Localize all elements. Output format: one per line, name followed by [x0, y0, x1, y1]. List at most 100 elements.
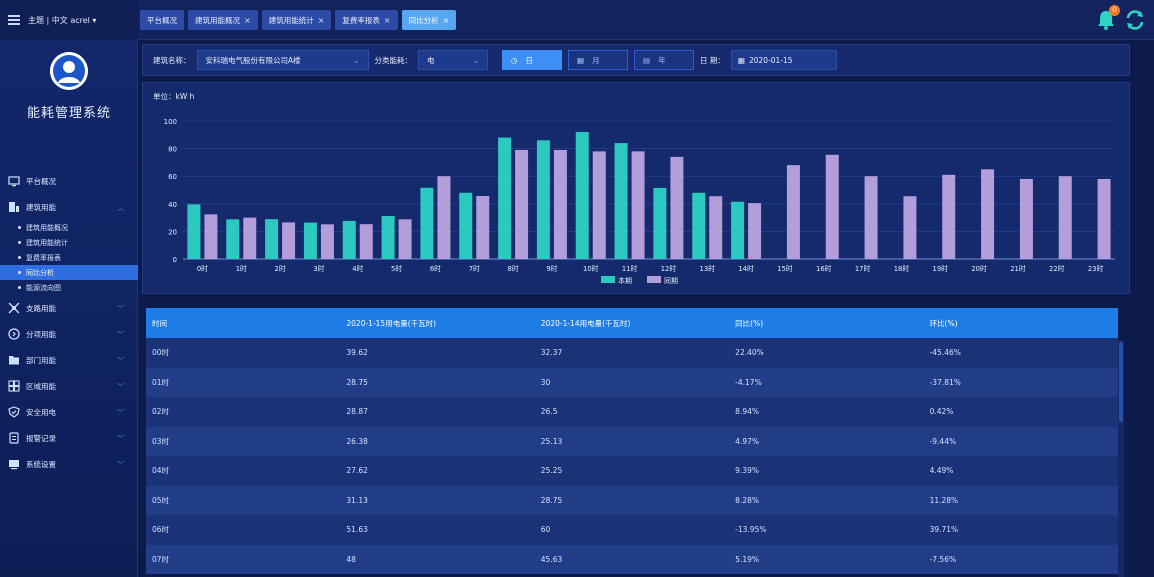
- refresh-icon[interactable]: [1124, 9, 1146, 31]
- region-icon: [8, 380, 20, 392]
- x-tick-label: 13时: [700, 264, 716, 273]
- bar-previous: [1019, 178, 1033, 259]
- tab-0[interactable]: 平台概况: [140, 10, 184, 30]
- table-cell: 26.5: [540, 407, 558, 417]
- table-cell: 11.28%: [929, 495, 959, 505]
- table-cell: 8.28%: [735, 495, 759, 505]
- chevron-down-icon: ﹀: [117, 331, 124, 339]
- tab-4[interactable]: 同比分析 ×: [401, 10, 457, 30]
- column-header: 时间: [152, 318, 167, 328]
- table-cell: -9.44%: [929, 436, 957, 446]
- date-value: 2020-01-15: [748, 55, 793, 65]
- category-select[interactable]: 电 ⌄: [418, 50, 488, 70]
- category-select-value: 电: [427, 55, 435, 65]
- monitor-icon: [8, 175, 20, 187]
- table-cell: -45.46%: [929, 348, 961, 358]
- close-icon[interactable]: ×: [244, 15, 251, 25]
- date-label: 日 期：: [700, 55, 725, 65]
- sidebar-subitem-3[interactable]: 同比分析: [0, 265, 138, 280]
- sidebar-subitem-4[interactable]: 能源流向图: [0, 280, 138, 295]
- period-month-button[interactable]: ▦ 月: [568, 50, 628, 70]
- notification-bell-icon[interactable]: 0: [1094, 5, 1120, 32]
- table-cell: 39.71%: [929, 525, 959, 535]
- tab-label: 复费率报表: [342, 15, 380, 25]
- x-tick-label: 9时: [546, 264, 557, 273]
- folder-icon: [8, 354, 20, 366]
- sidebar-item-2[interactable]: 支路用能 ﹀: [0, 295, 138, 321]
- tab-label: 建筑用能概况: [195, 15, 240, 25]
- x-tick-label: 3时: [313, 264, 324, 273]
- user-avatar[interactable]: [50, 52, 88, 90]
- bar-previous: [709, 196, 723, 259]
- top-bar: 主题 | 中文 acrel ▾ 平台概况 建筑用能概况 × 建筑用能统计 × 复费率报表 ×…: [0, 0, 1154, 40]
- building-select[interactable]: 安科瑞电气股份有限公司A楼 ⌄: [196, 50, 369, 70]
- bar-current: [692, 192, 706, 259]
- branch-icon: [8, 302, 20, 314]
- sidebar-item-5[interactable]: 区域用能 ﹀: [0, 373, 138, 399]
- close-icon[interactable]: ×: [442, 15, 450, 25]
- tab-3[interactable]: 复费率报表 ×: [335, 10, 398, 30]
- bar-current: [226, 219, 240, 259]
- tab-bar: 平台概况 建筑用能概况 × 建筑用能统计 × 复费率报表 × 同比分析 ×: [140, 10, 457, 30]
- sidebar-subitem-0[interactable]: 建筑用能概况: [0, 220, 138, 235]
- bar-current: [498, 137, 512, 259]
- sidebar-item-4[interactable]: 部门用能 ﹀: [0, 347, 138, 373]
- bar-previous: [243, 217, 257, 259]
- date-picker[interactable]: ▦ 2020-01-15: [730, 50, 837, 70]
- x-tick-label: 8时: [508, 264, 519, 273]
- bar-previous: [748, 203, 762, 259]
- sidebar-nav: 平台概况 建筑用能 ︿ 建筑用能概况 建筑用能统计 复费率报表 同比分析 能源流向图 支路用能 ﹀…: [0, 168, 138, 477]
- table-cell: 39.62: [346, 348, 368, 358]
- filter-bar: 建筑名称： 安科瑞电气股份有限公司A楼 ⌄ 分类能耗： 电 ⌄ ◷ 日 ▦ 月 …: [142, 44, 1130, 76]
- bar-chart: 0 20 40 60 80 100 0时 1时 2时 3时 4时 5时 6时 7时 8时 9时 10时 11时 12…: [164, 118, 1115, 285]
- sidebar-item-1[interactable]: 建筑用能 ︿: [0, 194, 138, 220]
- x-tick-label: 16时: [816, 264, 832, 273]
- table-scrollbar-thumb[interactable]: [1119, 342, 1123, 422]
- period-day-button[interactable]: ◷ 日: [502, 50, 562, 70]
- sidebar-subitem-2[interactable]: 复费率报表: [0, 250, 138, 265]
- bar-current: [303, 222, 317, 259]
- y-tick-label: 20: [168, 228, 177, 236]
- period-year-label: 年: [658, 55, 666, 65]
- theme-language-user-menu[interactable]: 主题 | 中文 acrel ▾: [28, 15, 97, 25]
- sidebar-item-6[interactable]: 安全用电 ﹀: [0, 399, 138, 425]
- tab-1[interactable]: 建筑用能概况 ×: [188, 10, 258, 30]
- table-cell: 5.19%: [735, 554, 759, 564]
- table-row: 01时 28.75 30 -4.17% -37.81%: [146, 367, 1118, 397]
- column-header: 2020-1-14用电量(千瓦时): [540, 318, 631, 328]
- chevron-down-icon: ﹀: [117, 357, 124, 365]
- item-icon: [8, 328, 20, 340]
- y-tick-label: 100: [164, 118, 177, 126]
- sidebar-subitem-1[interactable]: 建筑用能统计: [0, 235, 138, 250]
- bar-previous: [981, 169, 995, 259]
- sidebar-item-0[interactable]: 平台概况: [0, 168, 138, 194]
- sidebar-item-8[interactable]: 系统设置 ﹀: [0, 451, 138, 477]
- table-row: 07时 48 45.63 5.19% -7.56%: [146, 544, 1118, 574]
- x-tick-label: 2时: [275, 264, 286, 273]
- bar-previous: [320, 224, 334, 259]
- table-cell: 01时: [152, 377, 170, 387]
- bar-current: [575, 132, 589, 259]
- x-tick-label: 18时: [894, 264, 910, 273]
- close-icon[interactable]: ×: [317, 15, 325, 25]
- hamburger-menu-icon[interactable]: [8, 15, 20, 25]
- x-tick-label: 7时: [469, 264, 480, 273]
- calendar-icon: ▦: [737, 55, 745, 65]
- building-icon: [8, 201, 20, 213]
- sidebar-item-7[interactable]: 报警记录 ﹀: [0, 425, 138, 451]
- bar-previous: [282, 222, 296, 259]
- table-cell: 0.42%: [929, 407, 954, 417]
- table-cell: 45.63: [540, 554, 563, 564]
- sidebar-item-3[interactable]: 分项用能 ﹀: [0, 321, 138, 347]
- table-cell: 28.75: [346, 377, 368, 387]
- close-icon[interactable]: ×: [383, 15, 391, 25]
- table-row: 06时 51.63 60 -13.95% 39.71%: [146, 515, 1118, 545]
- period-year-button[interactable]: ▤ 年: [634, 50, 694, 70]
- x-tick-label: 22时: [1049, 264, 1065, 273]
- tab-2[interactable]: 建筑用能统计 ×: [261, 10, 332, 30]
- sidebar-item-label: 区域用能: [26, 381, 56, 391]
- table-scrollbar-track[interactable]: [1118, 340, 1124, 577]
- bar-previous: [825, 154, 839, 259]
- chart-panel: 单位：kW h 0 20 40 60 80 100 0时 1时 2时 3时 4时 5时 6时 7时 8时 9时…: [142, 82, 1130, 294]
- bar-previous: [398, 219, 412, 259]
